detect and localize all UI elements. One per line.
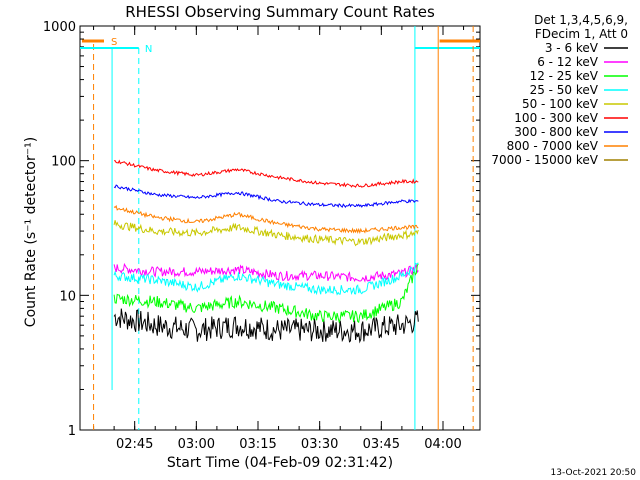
x-tick-label: 03:45 [363,437,400,452]
legend-label-6: 300 - 800 keV [514,125,598,139]
legend-header-2: FDecim 1, Att 0 [535,27,628,41]
series-line-6 [113,184,419,208]
y-tick-label: 1 [68,424,76,439]
x-tick-label: 03:30 [301,437,338,452]
series-line-3 [113,262,419,296]
series-line-0 [113,308,419,344]
plot-frame [79,25,481,431]
legend-label-8: 7000 - 15000 keV [491,153,598,167]
legend-label-3: 25 - 50 keV [530,83,599,97]
legend-header-1: Det 1,3,4,5,6,9, [534,13,628,27]
legend-label-1: 6 - 12 keV [537,55,599,69]
legend-label-2: 12 - 25 keV [530,69,599,83]
x-tick-label: 03:15 [239,437,276,452]
saa-flag-label: S [111,37,117,48]
y-tick-label: 1000 [43,20,76,35]
series-line-7 [113,204,419,234]
y-tick-label: 10 [59,289,76,304]
x-axis-label: Start Time (04-Feb-09 02:31:42) [167,455,393,471]
x-tick-label: 02:45 [116,437,153,452]
series-line-2 [113,263,419,324]
legend-label-7: 800 - 7000 keV [507,139,599,153]
chart-title: RHESSI Observing Summary Count Rates [125,3,435,21]
series-line-5 [114,159,419,188]
series-line-4 [113,220,419,247]
series-line-1 [113,262,419,283]
legend-label-0: 3 - 6 keV [545,41,599,55]
legend-label-5: 100 - 300 keV [514,111,598,125]
x-tick-label: 03:00 [178,437,215,452]
x-tick-label: 04:00 [424,437,461,452]
night-flag-label: N [145,44,152,55]
y-axis-label: Count Rate (s⁻¹ detector⁻¹) [23,137,39,327]
legend-label-4: 50 - 100 keV [522,97,599,111]
footer-date: 13-Oct-2021 20:50 [551,468,637,478]
y-tick-label: 100 [51,155,76,170]
